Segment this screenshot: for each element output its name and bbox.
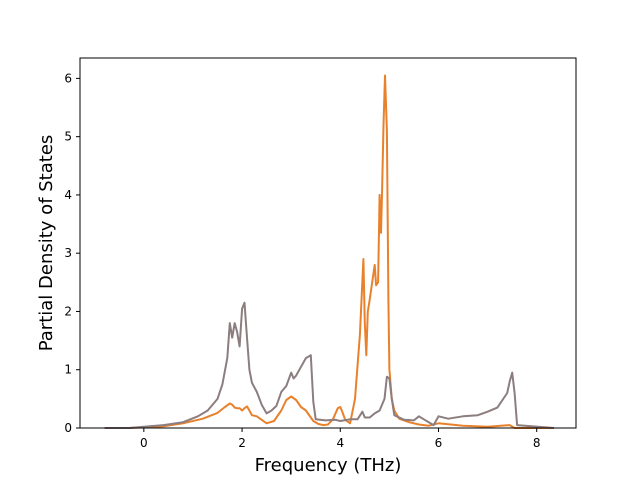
y-tick-label: 1	[64, 363, 72, 377]
plot-frame	[79, 57, 577, 429]
y-tick-label: 0	[64, 421, 72, 435]
axis-layer: 0 2 4 6 8 0 1 2 3 4 5 6	[64, 71, 540, 450]
x-tick-label: 4	[336, 436, 344, 450]
y-tick-label: 4	[64, 188, 72, 202]
y-tick-label: 3	[64, 246, 72, 260]
x-tick-label: 6	[435, 436, 443, 450]
series-line-2	[104, 301, 554, 429]
x-tick-label: 2	[238, 436, 246, 450]
x-tick-label: 8	[533, 436, 541, 450]
plot-background	[80, 58, 576, 428]
y-tick-label: 2	[64, 304, 72, 318]
y-axis-label: Partial Density of States	[36, 135, 57, 352]
x-axis-label: Frequency (THz)	[255, 455, 402, 476]
y-tick-label: 5	[64, 130, 72, 144]
y-tick-label: 6	[64, 71, 72, 85]
x-tick-label: 0	[140, 436, 148, 450]
series-layer	[104, 74, 554, 429]
